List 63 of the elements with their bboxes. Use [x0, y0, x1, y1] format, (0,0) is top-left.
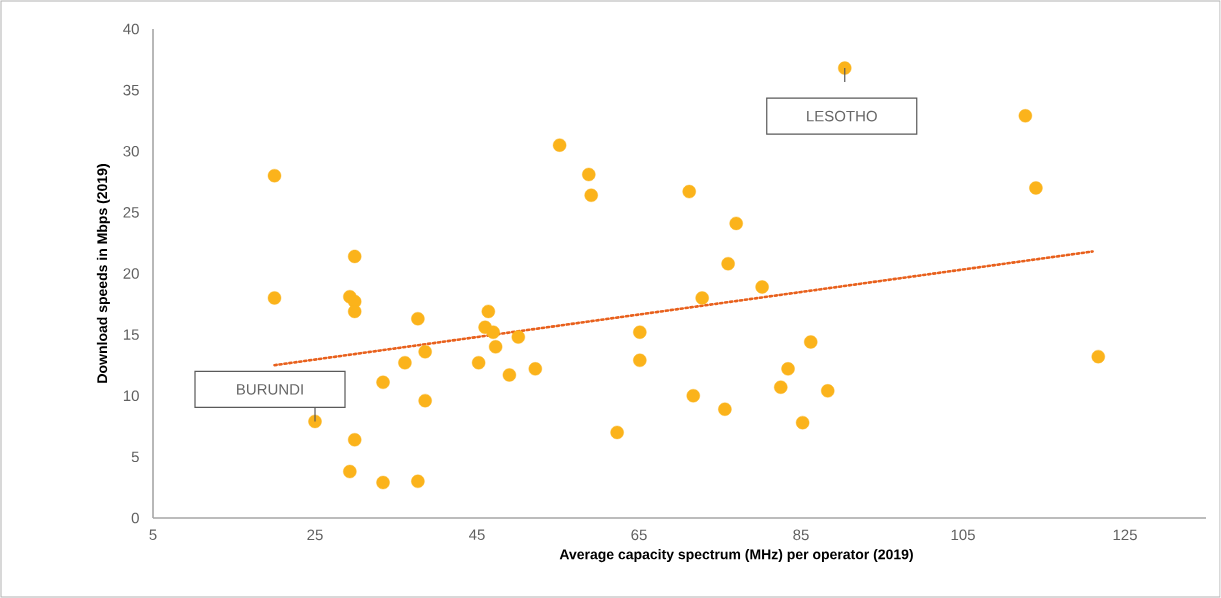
x-tick-label: 45 [469, 529, 485, 540]
point [718, 402, 732, 416]
point [682, 184, 696, 199]
y-tick-label: 20 [123, 268, 139, 279]
point [511, 330, 526, 344]
x-tick-label: 25 [307, 529, 323, 541]
point [1029, 181, 1043, 195]
y-tick-label: 30 [123, 145, 139, 157]
point [633, 353, 647, 367]
point [528, 362, 543, 376]
point [686, 389, 700, 403]
point [1018, 109, 1033, 123]
y-tick-label: 10 [123, 390, 139, 402]
point [1091, 349, 1105, 364]
point [308, 414, 322, 429]
point [774, 380, 788, 394]
x-tick-label: 65 [631, 529, 647, 541]
point [582, 167, 596, 182]
point [633, 325, 647, 339]
x-tick-label: 125 [1113, 529, 1137, 541]
point [348, 433, 362, 447]
y-tick-label: 25 [123, 207, 139, 218]
point [481, 304, 496, 319]
point [695, 291, 709, 305]
point [721, 257, 735, 271]
point [486, 325, 500, 339]
annotation: LESOTHO [807, 110, 877, 122]
point [267, 169, 282, 183]
x-tick-label: 105 [951, 529, 975, 541]
point [729, 216, 743, 231]
point [411, 474, 425, 489]
y-tick-label: 5 [131, 451, 139, 463]
point [804, 335, 818, 349]
y-tick-label: 40 [123, 23, 139, 35]
x-tick-label: 5 [149, 529, 157, 540]
point [471, 356, 486, 370]
point [502, 368, 517, 382]
point [610, 425, 624, 440]
annotation: BURUNDI [237, 384, 303, 395]
point [418, 393, 432, 408]
point [584, 188, 598, 202]
x-axis-title: Average capacity spectrum (MHz) per operator (2019) [559, 549, 913, 563]
point [418, 345, 432, 359]
point [398, 356, 412, 370]
point [348, 249, 362, 264]
point [838, 61, 852, 75]
point [795, 415, 810, 430]
y-axis-title: Download speeds in Mbps (2019) [96, 164, 110, 383]
point [781, 362, 795, 376]
point [821, 384, 835, 398]
point [376, 375, 390, 389]
x-tick-label: 85 [793, 529, 809, 541]
y-tick-label: 0 [131, 512, 139, 524]
point [552, 138, 567, 152]
point [267, 291, 282, 305]
y-tick-label: 15 [123, 329, 139, 340]
point [348, 304, 362, 319]
point [343, 464, 357, 479]
point [755, 280, 769, 294]
point [411, 312, 425, 326]
point [376, 475, 390, 490]
point [488, 340, 503, 354]
y-tick-label: 35 [123, 84, 139, 96]
